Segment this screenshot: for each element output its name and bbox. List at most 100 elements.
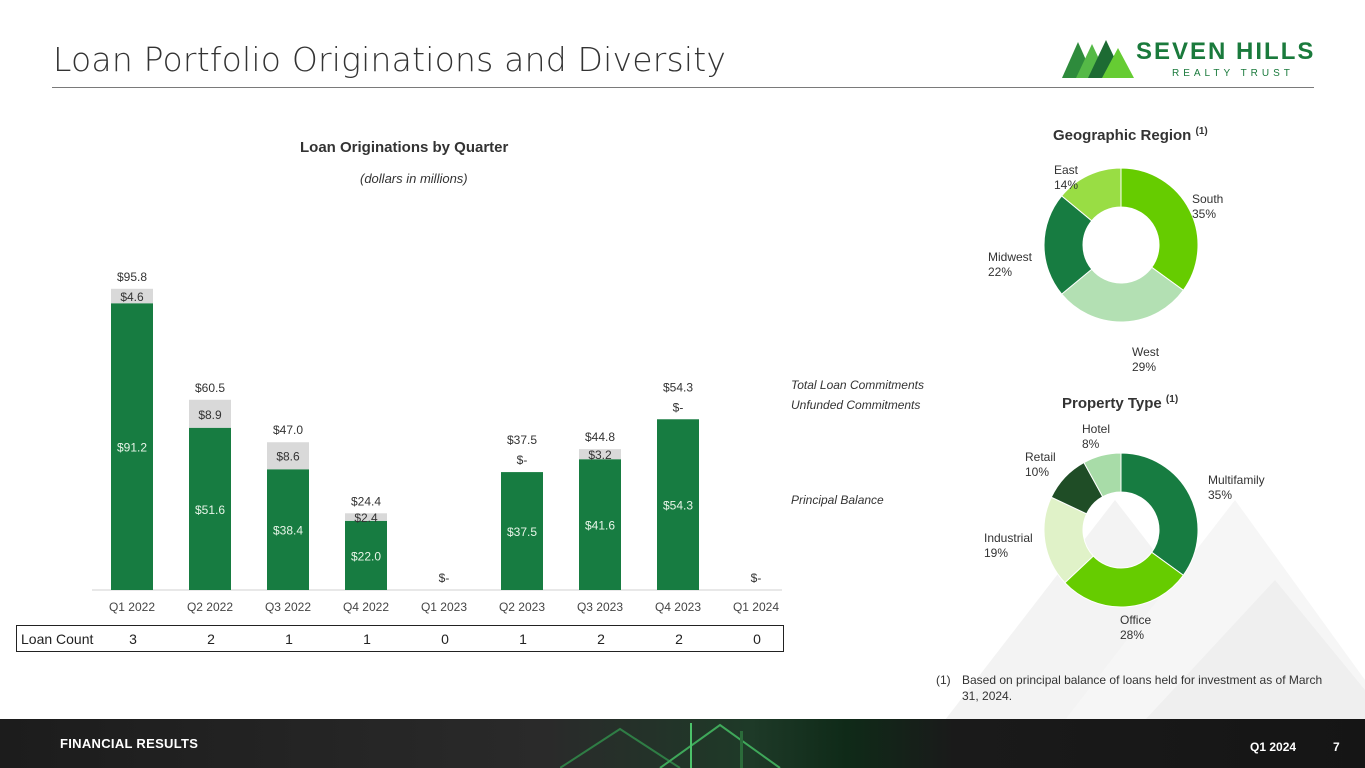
- pie-label-multifamily: Multifamily 35%: [1208, 473, 1265, 503]
- bar-label-total: $95.8: [117, 270, 147, 284]
- pie-label-south: South 35%: [1192, 192, 1223, 222]
- slice-pct: 35%: [1208, 488, 1233, 502]
- slice-name: South: [1192, 192, 1224, 206]
- x-tick-label: Q2 2023: [499, 600, 545, 614]
- bar-label-unfunded: $3.2: [588, 448, 612, 462]
- bar-label-principal: $38.4: [273, 524, 303, 538]
- x-tick-label: Q2 2022: [187, 600, 233, 614]
- x-tick-label: Q1 2024: [733, 600, 779, 614]
- bar-label-unfunded: $2.4: [354, 511, 378, 525]
- bar-principal: [111, 303, 153, 590]
- slice-name: Retail: [1025, 450, 1056, 464]
- loan-count-cell: 0: [441, 631, 449, 647]
- footnote: (1) Based on principal balance of loans …: [936, 672, 1326, 704]
- donut-slice-midwest: [1043, 195, 1093, 295]
- bar-label-unfunded: $-: [517, 453, 528, 467]
- x-tick-label: Q1 2023: [421, 600, 467, 614]
- company-logo: SEVEN HILLS REALTY TRUST: [1062, 38, 1318, 82]
- property-type-title: Property Type (1): [1062, 394, 1178, 412]
- bar-unfunded: [111, 288, 153, 304]
- bar-label-total: $44.8: [585, 430, 615, 444]
- geographic-region-title-text: Geographic Region: [1053, 127, 1192, 144]
- bar-label-total: $24.4: [351, 494, 381, 508]
- property-type-title-text: Property Type: [1062, 395, 1162, 412]
- bar-principal: [501, 472, 543, 590]
- slice-name: West: [1132, 345, 1160, 359]
- bar-unfunded: [579, 449, 621, 460]
- loan-count-cell: 2: [207, 631, 215, 647]
- bar-label-principal: $37.5: [507, 525, 537, 539]
- x-tick-label: Q1 2022: [109, 600, 155, 614]
- bar-principal: [267, 469, 309, 590]
- footer-bar: FINANCIAL RESULTS Q1 2024 7: [0, 719, 1365, 768]
- geographic-region-note: (1): [1195, 126, 1208, 137]
- bar-unfunded: [267, 442, 309, 470]
- loan-count-cell: 2: [675, 631, 683, 647]
- legend-total-commitments: Total Loan Commitments: [791, 378, 924, 392]
- bar-label-unfunded: $-: [673, 400, 684, 414]
- title-divider: [52, 87, 1314, 88]
- pie-label-hotel: Hotel 8%: [1082, 422, 1110, 452]
- x-tick-label: Q3 2022: [265, 600, 311, 614]
- property-type-note: (1): [1165, 394, 1179, 405]
- x-tick-label: Q4 2022: [343, 600, 389, 614]
- bar-label-unfunded: $8.9: [198, 408, 222, 422]
- bar-label-principal: $54.3: [663, 499, 693, 513]
- loan-count-cell: 2: [597, 631, 605, 647]
- bar-unfunded: [345, 513, 387, 521]
- bar-unfunded: [189, 399, 231, 428]
- slice-name: Multifamily: [1208, 473, 1265, 487]
- bar-label-unfunded: $8.6: [276, 450, 300, 464]
- slice-name: Office: [1120, 613, 1152, 627]
- bar-chart-subtitle: (dollars in millions): [360, 171, 468, 186]
- loan-count-row: Loan Count 3 2 1 1 0 1 2 2 0: [16, 625, 784, 652]
- bar-label-total: $47.0: [273, 423, 303, 437]
- footer-section-label: FINANCIAL RESULTS: [60, 736, 199, 751]
- loan-count-cell: 1: [519, 631, 527, 647]
- bar-chart: $91.2 $4.6 $95.8 Q1 2022 $51.6 $8.9 $60.5 Q2 20…: [92, 270, 782, 614]
- bar-principal: [189, 427, 231, 590]
- logo-name: SEVEN HILLS: [1136, 38, 1316, 65]
- loan-count-cell: 1: [363, 631, 371, 647]
- mountains-logo-icon: [1062, 40, 1134, 78]
- slice-pct: 8%: [1082, 437, 1100, 451]
- pie-label-retail: Retail 10%: [1025, 450, 1056, 480]
- bar-label-total: $54.3: [663, 380, 693, 394]
- slice-pct: 14%: [1054, 178, 1079, 192]
- geographic-region-title: Geographic Region (1): [1053, 126, 1208, 144]
- bar-label-total: $-: [439, 571, 450, 585]
- slice-name: Hotel: [1082, 422, 1111, 436]
- pie-label-office: Office 28%: [1120, 613, 1151, 643]
- x-tick-label: Q4 2023: [655, 600, 701, 614]
- slice-pct: 10%: [1025, 465, 1050, 479]
- bar-label-principal: $91.2: [117, 441, 147, 455]
- bar-chart-title: Loan Originations by Quarter: [300, 139, 509, 156]
- pie-label-industrial: Industrial 19%: [984, 531, 1033, 561]
- x-tick-label: Q3 2023: [577, 600, 623, 614]
- footnote-text: Based on principal balance of loans held…: [962, 673, 1323, 703]
- bar-label-unfunded: $4.6: [120, 290, 144, 304]
- pie-label-midwest: Midwest 22%: [988, 250, 1032, 280]
- slice-pct: 35%: [1192, 207, 1217, 221]
- pie-label-east: East 14%: [1054, 163, 1078, 193]
- bar-label-principal: $51.6: [195, 503, 225, 517]
- slice-name: Midwest: [988, 250, 1033, 264]
- slice-pct: 29%: [1132, 360, 1157, 374]
- bar-principal: [345, 520, 387, 590]
- footnote-number: (1): [936, 673, 951, 687]
- donut-slice-south: [1120, 167, 1199, 291]
- bar-label-principal: $22.0: [351, 549, 381, 563]
- bar-label-total: $-: [751, 571, 762, 585]
- slice-pct: 28%: [1120, 628, 1145, 642]
- donut-slice-west: [1060, 266, 1184, 323]
- logo-subtitle: REALTY TRUST: [1172, 68, 1294, 79]
- footer-graphic: [560, 723, 781, 768]
- page-title: Loan Portfolio Originations and Diversit…: [53, 40, 727, 79]
- bar-principal: [657, 419, 699, 590]
- slice-pct: 19%: [984, 546, 1009, 560]
- bar-label-total: $60.5: [195, 381, 225, 395]
- loan-count-cell: 3: [129, 631, 137, 647]
- background-mountains-graphic: [945, 500, 1365, 720]
- bar-label-total: $37.5: [507, 433, 537, 447]
- footer-page-number: 7: [1333, 740, 1340, 754]
